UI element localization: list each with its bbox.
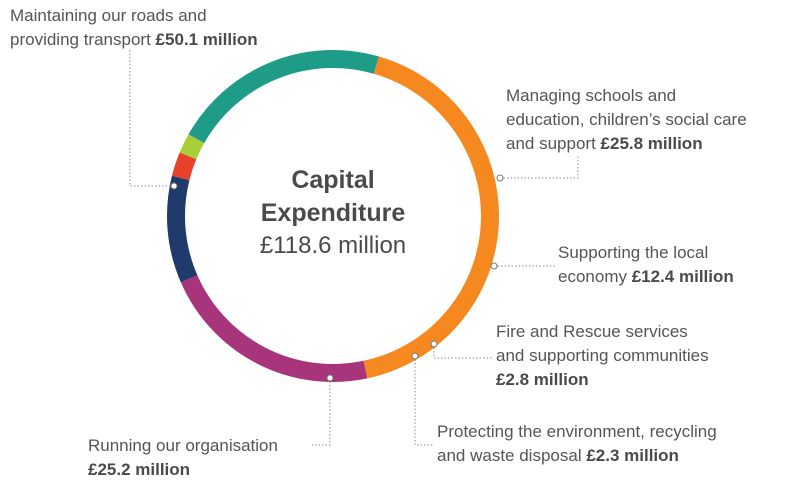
label-fire-line2: and supporting communities (496, 346, 709, 365)
label-organisation: Running our organisation £25.2 million (88, 434, 278, 482)
donut-slice (179, 134, 205, 160)
label-economy-line1: Supporting the local (558, 243, 709, 262)
donut-ring (167, 50, 499, 382)
label-roads-line1: Maintaining our roads and (10, 6, 207, 25)
donut-slice (180, 275, 368, 382)
label-organisation-line1: Running our organisation (88, 436, 278, 455)
label-roads-amount: £50.1 million (155, 30, 258, 49)
leader-anchor-dot (411, 352, 419, 360)
label-fire: Fire and Rescue services and supporting … (496, 320, 709, 392)
label-economy: Supporting the local economy £12.4 milli… (558, 241, 734, 289)
leader-lines (129, 50, 579, 446)
label-environment: Protecting the environment, recycling an… (437, 420, 717, 468)
label-roads-line2: providing transport (10, 30, 151, 49)
leader-line (414, 356, 433, 446)
leader-anchor-dot (430, 340, 438, 348)
center-title-line2: Expenditure (260, 199, 406, 227)
label-economy-line2: economy (558, 267, 627, 286)
leader-anchor-dot (496, 174, 504, 182)
label-organisation-amount: £25.2 million (88, 460, 191, 479)
label-schools-line2: education, children’s social care (506, 110, 747, 129)
donut-slice (167, 175, 198, 283)
label-environment-amount: £2.3 million (586, 446, 679, 465)
label-schools-line3: and support (506, 134, 596, 153)
label-schools-amount: £25.8 million (600, 134, 703, 153)
leader-line (129, 50, 174, 187)
label-fire-amount: £2.8 million (496, 370, 589, 389)
center-title-line1: Capital (291, 166, 375, 194)
leader-line (312, 378, 331, 446)
label-economy-amount: £12.4 million (631, 267, 734, 286)
label-schools-line1: Managing schools and (506, 86, 677, 105)
leader-anchor-dot (170, 182, 178, 190)
donut-slice (188, 50, 379, 144)
center-total: £118.6 million (259, 232, 407, 259)
leader-line (500, 155, 579, 179)
leader-line (433, 344, 492, 359)
label-environment-line1: Protecting the environment, recycling (437, 422, 717, 441)
donut-slice (171, 152, 197, 181)
label-environment-line2: and waste disposal (437, 446, 582, 465)
leader-anchor-dot (326, 374, 334, 382)
donut-slice (363, 56, 499, 379)
leader-anchor-dot (490, 262, 498, 270)
label-schools: Managing schools and education, children… (506, 84, 747, 156)
label-roads: Maintaining our roads and providing tran… (10, 4, 258, 52)
label-fire-line1: Fire and Rescue services (496, 322, 688, 341)
